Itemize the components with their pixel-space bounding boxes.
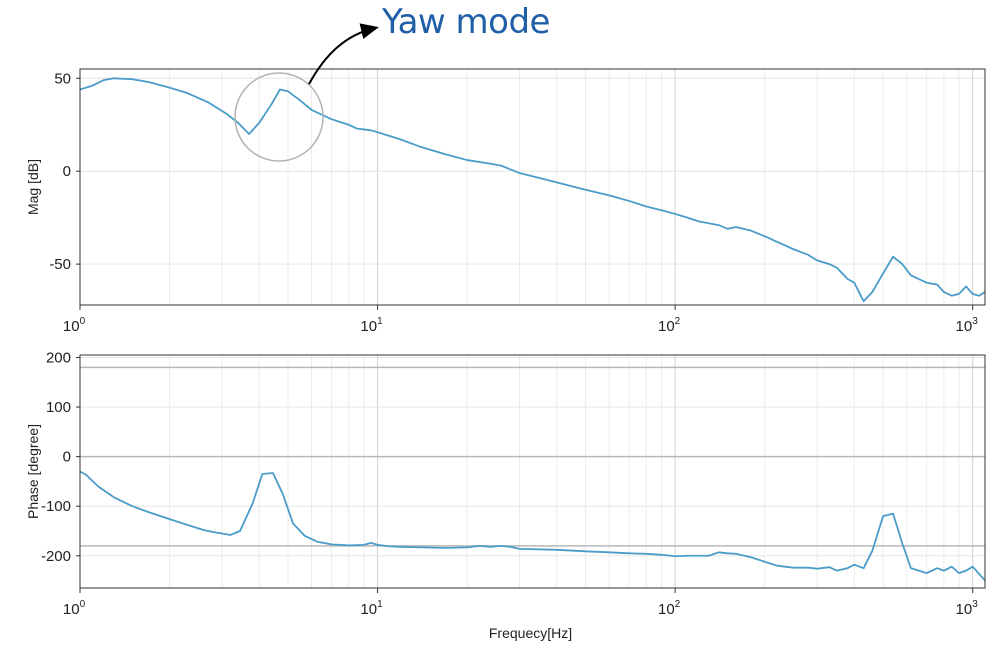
x-tick-label: 103 <box>956 316 979 335</box>
yaw-mode-arrow <box>308 23 379 85</box>
x-tick-base: 10 <box>956 318 973 335</box>
x-tick-base: 10 <box>360 601 377 618</box>
x-tick-base: 10 <box>658 318 675 335</box>
x-tick-base: 10 <box>360 318 377 335</box>
y-axis-title: Mag [dB] <box>25 159 41 215</box>
x-tick-base: 10 <box>658 601 675 618</box>
y-tick-label: 0 <box>63 163 71 180</box>
x-tick-label: 100 <box>63 316 86 335</box>
y-axis-title: Phase [degree] <box>25 424 41 519</box>
grid <box>79 69 985 305</box>
y-tick-label: 50 <box>54 70 71 87</box>
x-tick-label: 101 <box>360 316 383 335</box>
y-tick-label: 200 <box>46 349 71 366</box>
x-tick-label: 100 <box>63 599 86 618</box>
plot-frame <box>79 68 986 306</box>
grid <box>79 355 985 588</box>
x-tick-exponent: 2 <box>675 316 681 327</box>
series-line <box>79 470 986 582</box>
x-tick-exponent: 0 <box>80 599 86 610</box>
y-tick-label: 0 <box>63 449 71 466</box>
x-tick-exponent: 1 <box>377 316 383 327</box>
yaw-mode-callout <box>234 23 379 162</box>
x-tick-label: 102 <box>658 599 681 618</box>
y-tick-label: -100 <box>41 498 71 515</box>
plot-frame <box>79 354 986 589</box>
x-tick-exponent: 0 <box>80 316 86 327</box>
y-tick-label: -200 <box>41 548 71 565</box>
yaw-mode-circle <box>234 72 324 162</box>
y-tick-label: -50 <box>49 256 71 273</box>
x-tick-base: 10 <box>956 601 973 618</box>
x-axis-title: Frequecy[Hz] <box>489 625 572 641</box>
x-tick-base: 10 <box>63 318 80 335</box>
x-tick-base: 10 <box>63 601 80 618</box>
x-tick-exponent: 1 <box>377 599 383 610</box>
x-tick-label: 102 <box>658 316 681 335</box>
y-tick-label: 100 <box>46 399 71 416</box>
x-tick-label: 101 <box>360 599 383 618</box>
series-line <box>79 77 986 303</box>
x-tick-exponent: 3 <box>972 316 978 327</box>
x-tick-exponent: 2 <box>675 599 681 610</box>
yaw-mode-annotation: Yaw mode <box>382 2 550 42</box>
x-tick-label: 103 <box>956 599 979 618</box>
x-tick-exponent: 3 <box>972 599 978 610</box>
